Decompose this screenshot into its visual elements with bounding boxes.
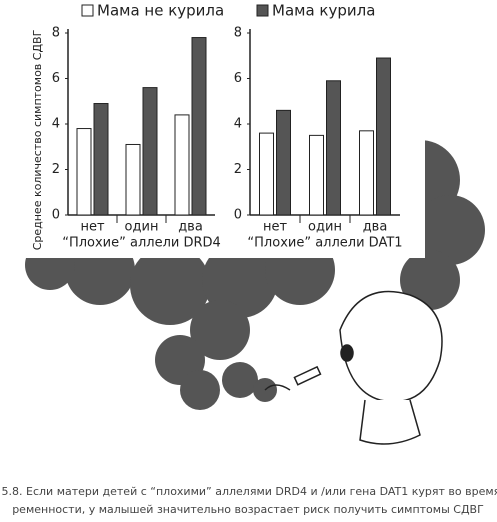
y-tick-label: 8 <box>234 26 242 41</box>
bar <box>376 57 391 216</box>
caption-line: ременности, у малышей значительно возрас… <box>12 503 484 516</box>
bar <box>259 132 274 216</box>
bar <box>309 134 324 216</box>
x-axis-label: “Плохие” аллели DAT1 <box>247 236 402 251</box>
bar <box>142 87 158 216</box>
x-tick-label: два <box>178 220 203 235</box>
bar <box>76 128 92 216</box>
x-tick-label: два <box>363 220 388 235</box>
legend-label: Мама курила <box>272 2 375 20</box>
y-tick-label: 0 <box>234 208 242 223</box>
y-axis-label: Среднее количество симптомов СДВГ <box>31 29 44 250</box>
bar <box>125 143 141 216</box>
y-tick-label: 2 <box>52 162 60 177</box>
girl-illustration <box>264 290 443 445</box>
y-tick-label: 2 <box>234 162 242 177</box>
legend-swatch <box>256 4 269 17</box>
x-axis-label: “Плохие” аллели DRD4 <box>62 236 221 251</box>
y-tick-label: 6 <box>52 71 60 86</box>
legend-swatch <box>81 4 94 17</box>
y-tick-label: 0 <box>52 208 60 223</box>
x-tick-label: один <box>125 220 159 235</box>
legend-label: Мама не курила <box>97 2 224 20</box>
bar <box>359 130 374 216</box>
x-tick-label: один <box>308 220 342 235</box>
x-tick-label: нет <box>263 220 287 235</box>
bar <box>276 109 291 216</box>
y-tick-label: 4 <box>52 117 60 132</box>
y-tick-label: 4 <box>234 117 242 132</box>
y-tick-label: 6 <box>234 71 242 86</box>
bar <box>326 80 341 216</box>
x-tick-label: нет <box>80 220 104 235</box>
caption-line: Рис. 5.8. Если матери детей с “плохими” … <box>0 485 497 498</box>
y-tick-label: 8 <box>52 26 60 41</box>
legend: Мама не курила Мама курила <box>81 2 375 20</box>
bar <box>93 103 109 216</box>
bar <box>174 114 190 216</box>
bar <box>191 37 207 216</box>
